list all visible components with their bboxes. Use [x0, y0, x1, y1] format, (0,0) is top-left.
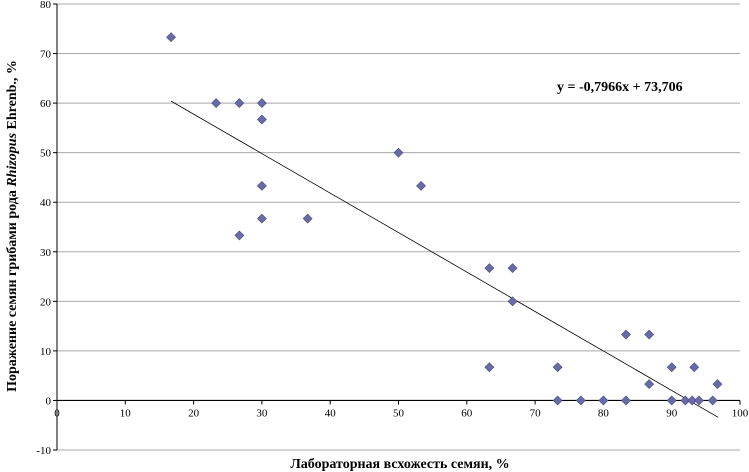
data-point — [552, 395, 563, 406]
y-tick-label: 80 — [40, 0, 52, 11]
x-tick-label: 0 — [54, 407, 60, 419]
y-tick-label: 40 — [40, 197, 52, 209]
data-point — [256, 98, 267, 109]
axes — [56, 4, 740, 450]
data-point — [598, 395, 609, 406]
data-point — [644, 379, 655, 390]
data-point — [507, 263, 518, 274]
data-point — [416, 180, 426, 191]
data-point — [484, 263, 495, 274]
data-points — [166, 32, 723, 406]
data-point — [707, 395, 718, 406]
data-point — [393, 147, 404, 158]
data-point — [680, 395, 691, 406]
y-tick-label: 10 — [40, 346, 52, 358]
x-tick-label: 20 — [188, 407, 200, 419]
data-point — [256, 114, 267, 125]
data-point — [234, 230, 245, 241]
y-tick-label: 0 — [46, 395, 52, 407]
data-point — [666, 362, 677, 373]
data-point — [666, 395, 677, 406]
y-axis-title-prefix: Поражение семян грибами рода — [5, 187, 20, 392]
data-point — [211, 98, 222, 109]
data-point — [644, 329, 655, 340]
y-tick-label: 50 — [40, 148, 52, 160]
x-tick-label: 30 — [256, 407, 268, 419]
trendline-equation: y = -0,7966x + 73,706 — [557, 80, 683, 95]
data-point — [689, 362, 700, 373]
x-tick-label: 80 — [598, 407, 610, 419]
y-tick-label: 20 — [40, 296, 52, 308]
x-tick-labels: 0 10 20 30 40 50 60 70 80 90 100 — [54, 400, 749, 419]
x-tick-label: 40 — [325, 407, 337, 419]
data-point — [712, 379, 723, 390]
data-point — [694, 395, 704, 406]
data-point — [552, 362, 563, 373]
data-point — [507, 296, 518, 307]
data-point — [256, 213, 267, 224]
data-point — [621, 395, 631, 406]
data-point — [484, 362, 495, 373]
y-tick-label: 30 — [40, 247, 52, 259]
trendline-group — [170, 100, 719, 418]
data-point — [302, 213, 313, 224]
x-tick-label: 90 — [666, 407, 678, 419]
x-tick-label: 50 — [393, 407, 405, 419]
data-point — [575, 395, 586, 406]
data-point — [166, 32, 176, 43]
y-tick-labels: -10 0 10 20 30 40 50 60 70 80 — [36, 0, 57, 457]
data-point — [234, 98, 245, 109]
y-axis-title-genus: Rhizopus — [5, 132, 20, 187]
x-tick-label: 60 — [461, 407, 473, 419]
gridlines — [57, 3, 740, 451]
y-axis-title: Поражение семян грибами рода Rhizopus Eh… — [5, 60, 20, 392]
y-axis-title-suffix: Ehrenb., % — [5, 60, 20, 133]
y-tick-label: -10 — [36, 445, 51, 457]
y-tick-label: 70 — [40, 49, 52, 61]
trendline — [170, 100, 719, 418]
data-point — [687, 395, 698, 406]
y-tick-label: 60 — [40, 98, 52, 110]
x-tick-label: 70 — [530, 407, 542, 419]
data-point — [256, 180, 267, 191]
x-tick-label: 10 — [120, 407, 132, 419]
data-point — [621, 329, 631, 340]
x-tick-label: 100 — [732, 407, 749, 419]
x-axis-title: Лабораторная всхожесть семян, % — [290, 457, 509, 472]
